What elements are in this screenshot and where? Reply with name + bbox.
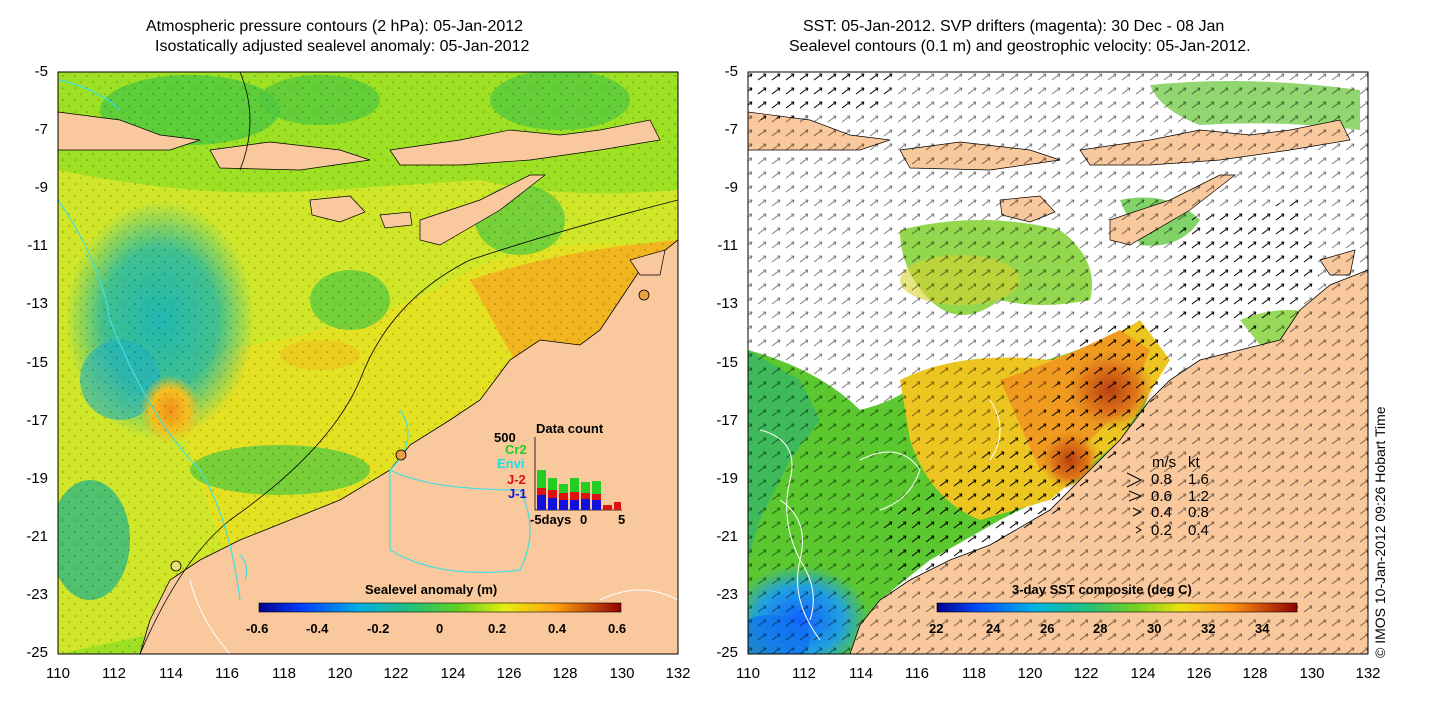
right-map-frame	[747, 71, 1369, 655]
left-lon-tick: 130	[609, 665, 635, 682]
left-lon-tick: 126	[496, 665, 522, 682]
right-lon-tick: 132	[1355, 665, 1381, 682]
data-count-series-j1: J-1	[508, 486, 527, 501]
data-count-chart	[534, 437, 622, 511]
left-lat-tick: -13	[26, 295, 48, 312]
left-map-plot	[58, 72, 678, 654]
left-lon-tick: 132	[665, 665, 691, 682]
left-colorbar-label: Sealevel anomaly (m)	[365, 582, 498, 597]
velocity-legend-kt: 0.4	[1188, 522, 1209, 539]
imos-credit: © IMOS 10-Jan-2012 09:26 Hobart Time	[1372, 406, 1388, 658]
right-colorbar-tick: 26	[1040, 621, 1055, 636]
right-lon-tick: 128	[1242, 665, 1268, 682]
right-lat-tick: -15	[716, 354, 738, 371]
right-lat-tick: -23	[716, 586, 738, 603]
left-lon-tick: 122	[383, 665, 409, 682]
right-lon-tick: 118	[962, 665, 986, 682]
left-colorbar-tick: 0.4	[548, 621, 567, 636]
left-colorbar	[258, 602, 622, 613]
left-lon-tick: 112	[102, 665, 126, 682]
velocity-legend-header-kt: kt	[1188, 454, 1200, 471]
left-lat-tick: -21	[26, 528, 48, 545]
data-count-max: 500	[494, 430, 516, 445]
right-lat-tick: -17	[716, 412, 738, 429]
left-lat-tick: -9	[34, 179, 48, 196]
data-count-series-envi: Envi	[497, 456, 525, 471]
data-count-series-j2: J-2	[507, 472, 526, 487]
left-lon-tick: 118	[272, 665, 296, 682]
data-count-xlabel-mid: 0	[580, 512, 588, 527]
velocity-legend-ms: 0.4	[1151, 504, 1172, 521]
velocity-legend-ms: 0.8	[1151, 471, 1172, 488]
right-title-line2: Sealevel contours (0.1 m) and geostrophi…	[789, 38, 1251, 55]
velocity-legend-kt: 1.6	[1188, 471, 1209, 488]
right-lon-tick: 116	[905, 665, 929, 682]
right-lat-tick: -13	[716, 295, 738, 312]
right-lon-tick: 124	[1130, 665, 1156, 682]
left-lat-tick: -11	[27, 237, 48, 254]
left-lat-tick: -5	[34, 63, 48, 80]
data-count-series-cr2: Cr2	[505, 442, 527, 457]
velocity-legend-kt: 1.2	[1188, 488, 1209, 505]
left-colorbar-tick: 0.2	[488, 621, 507, 636]
velocity-legend-kt: 0.8	[1188, 504, 1209, 521]
right-colorbar-tick: 28	[1093, 621, 1108, 636]
left-colorbar-tick: 0	[436, 621, 444, 636]
right-lat-tick: -5	[724, 63, 738, 80]
left-lat-tick: -19	[26, 470, 48, 487]
left-title-line2: Isostatically adjusted sealevel anomaly:…	[155, 38, 530, 55]
left-lon-tick: 116	[215, 665, 239, 682]
right-lat-tick: -7	[724, 121, 738, 138]
right-lon-tick: 112	[792, 665, 816, 682]
velocity-legend-header-ms: m/s	[1152, 454, 1177, 471]
data-count-xlabel-end: 5	[618, 512, 626, 527]
right-lon-tick: 130	[1299, 665, 1325, 682]
right-lat-tick: -11	[717, 237, 738, 254]
left-lat-tick: -17	[26, 412, 48, 429]
right-map-plot	[748, 72, 1368, 654]
velocity-legend-ms: 0.6	[1151, 488, 1172, 505]
right-lat-tick: -9	[724, 179, 738, 196]
right-colorbar	[936, 602, 1298, 613]
left-colorbar-tick: -0.4	[306, 621, 329, 636]
data-count-title: Data count	[536, 421, 604, 436]
right-colorbar-tick: 34	[1255, 621, 1270, 636]
data-count-xlabel-start: -5days	[530, 512, 572, 527]
velocity-legend-ms: 0.2	[1151, 522, 1172, 539]
left-lon-tick: 120	[327, 665, 353, 682]
right-lon-tick: 114	[849, 665, 873, 682]
right-lat-tick: -19	[716, 470, 738, 487]
right-colorbar-label: 3-day SST composite (deg C)	[1012, 582, 1192, 597]
right-colorbar-tick: 32	[1201, 621, 1216, 636]
right-lon-tick: 110	[736, 665, 760, 682]
right-colorbar-tick: 30	[1147, 621, 1162, 636]
left-colorbar-tick: 0.6	[608, 621, 627, 636]
right-colorbar-tick: 22	[929, 621, 944, 636]
left-lat-tick: -25	[26, 644, 48, 661]
left-map-frame	[57, 71, 679, 655]
left-lat-tick: -23	[26, 586, 48, 603]
left-lat-tick: -15	[26, 354, 48, 371]
left-title-line1: Atmospheric pressure contours (2 hPa): 0…	[146, 18, 524, 35]
velocity-legend-arrows	[1126, 472, 1143, 534]
left-lon-tick: 124	[440, 665, 466, 682]
left-colorbar-tick: -0.6	[246, 621, 269, 636]
right-colorbar-tick: 24	[986, 621, 1001, 636]
left-lon-tick: 114	[159, 665, 183, 682]
right-lat-tick: -21	[716, 528, 738, 545]
left-colorbar-tick: -0.2	[367, 621, 390, 636]
left-lon-tick: 128	[552, 665, 578, 682]
right-title-line1: SST: 05-Jan-2012. SVP drifters (magenta)…	[803, 18, 1225, 35]
right-lat-tick: -25	[716, 644, 738, 661]
right-lon-tick: 126	[1186, 665, 1212, 682]
right-lon-tick: 122	[1073, 665, 1099, 682]
left-lat-tick: -7	[34, 121, 48, 138]
right-lon-tick: 120	[1017, 665, 1043, 682]
left-lon-tick: 110	[46, 665, 70, 682]
